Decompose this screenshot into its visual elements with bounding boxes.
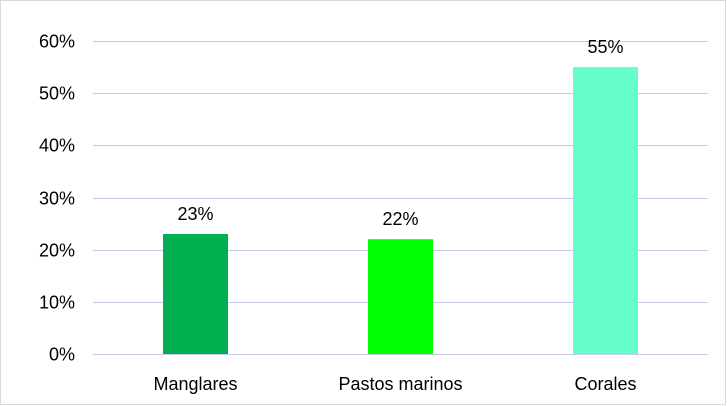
bar bbox=[163, 234, 228, 354]
y-tick-label: 50% bbox=[39, 84, 75, 104]
y-axis-tick-labels: 0% 10% 20% 30% 40% 50% 60% bbox=[39, 32, 75, 365]
bars bbox=[163, 67, 638, 354]
y-tick-label: 30% bbox=[39, 189, 75, 209]
y-tick-label: 40% bbox=[39, 136, 75, 156]
bar bbox=[573, 67, 638, 354]
y-tick-label: 10% bbox=[39, 293, 75, 313]
y-tick-label: 0% bbox=[49, 345, 75, 365]
data-label: 22% bbox=[382, 209, 418, 229]
x-category-label: Corales bbox=[574, 374, 636, 394]
data-label: 55% bbox=[587, 37, 623, 57]
y-tick-label: 20% bbox=[39, 241, 75, 261]
bar bbox=[368, 239, 433, 354]
x-category-label: Manglares bbox=[153, 374, 237, 394]
data-label: 23% bbox=[177, 204, 213, 224]
data-labels: 23% 22% 55% bbox=[177, 37, 623, 229]
y-tick-label: 60% bbox=[39, 32, 75, 52]
x-category-label: Pastos marinos bbox=[338, 374, 462, 394]
x-axis-category-labels: Manglares Pastos marinos Corales bbox=[153, 374, 636, 394]
